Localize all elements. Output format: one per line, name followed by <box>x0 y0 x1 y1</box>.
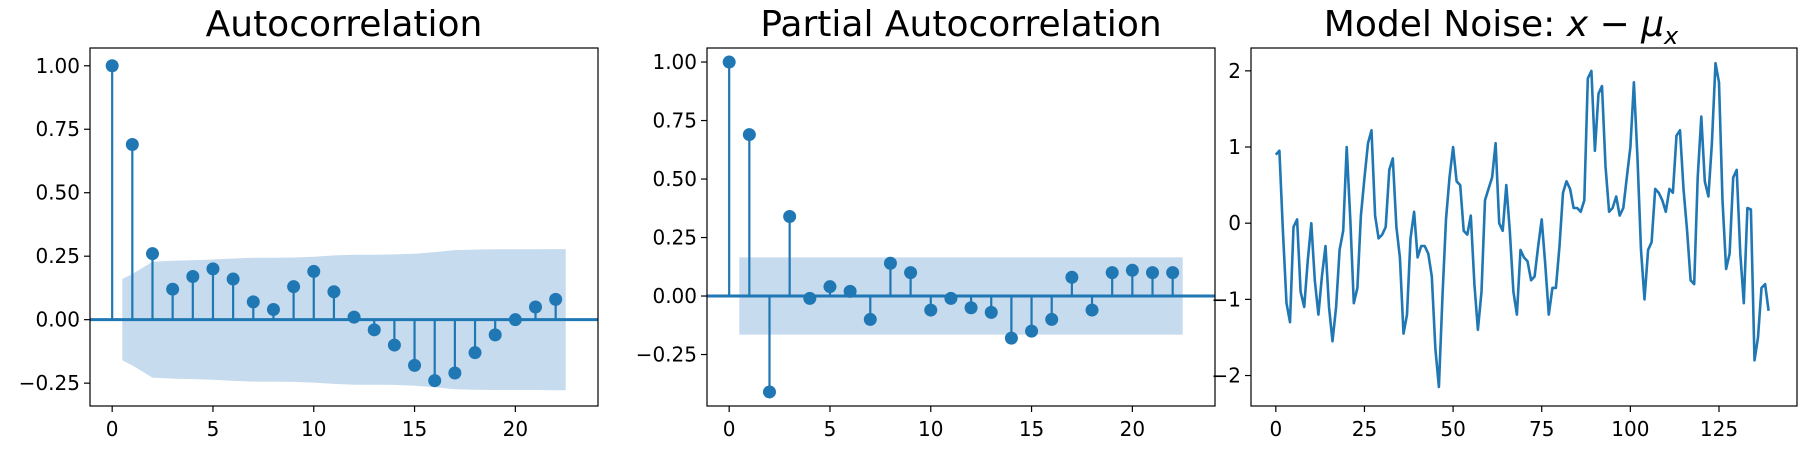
pacf-point-9 <box>904 266 918 280</box>
noise-xtick-label-125: 125 <box>1700 417 1738 441</box>
pacf-point-2 <box>762 385 776 399</box>
acf-point-20 <box>508 313 522 327</box>
pacf-xtick-label-10: 10 <box>918 417 943 441</box>
acf-title: Autocorrelation <box>206 4 483 45</box>
acf-point-5 <box>206 262 220 276</box>
pacf-point-10 <box>924 303 938 317</box>
pacf-plot: 0 5 10 15 20 1.00 0.75 0.50 0.25 0.00 −0.25 <box>636 47 1216 441</box>
noise-title-math-x: x <box>1566 4 1589 45</box>
acf-point-18 <box>468 346 482 360</box>
pacf-ytick-label-4: 0.00 <box>652 284 697 308</box>
pacf-point-6 <box>843 284 857 298</box>
acf-ytick-label-4: 0.00 <box>35 308 80 332</box>
acf-xtick-label-15: 15 <box>402 417 427 441</box>
noise-xtick-label-75: 75 <box>1529 417 1554 441</box>
pacf-xtick-label-0: 0 <box>723 417 736 441</box>
acf-panel: Autocorrelation 0 5 10 15 20 1.00 0.75 0.50 0.25… <box>19 4 599 441</box>
noise-plot: 0 25 50 75 100 125 2 1 0 −1 −2 <box>1212 47 1798 441</box>
pacf-point-5 <box>823 280 837 294</box>
pacf-ytick-label-2: 0.50 <box>652 167 697 191</box>
noise-title-math-subscript: x <box>1663 22 1679 50</box>
noise-xtick-label-100: 100 <box>1611 417 1649 441</box>
acf-point-2 <box>145 247 159 261</box>
pacf-point-17 <box>1065 270 1079 284</box>
noise-title: Model Noise: x − μx <box>1324 4 1679 50</box>
pacf-xtick-label-15: 15 <box>1019 417 1044 441</box>
noise-title-text: Model Noise: <box>1324 4 1567 45</box>
acf-point-3 <box>166 282 180 296</box>
acf-point-10 <box>307 264 321 278</box>
acf-ytick-label-0: 1.00 <box>35 54 80 78</box>
pacf-point-21 <box>1146 266 1160 280</box>
pacf-title: Partial Autocorrelation <box>760 4 1161 45</box>
pacf-ytick-label-0: 1.00 <box>652 50 697 74</box>
acf-point-9 <box>287 280 301 294</box>
pacf-point-18 <box>1085 303 1099 317</box>
acf-ytick-label-3: 0.25 <box>35 244 80 268</box>
pacf-point-15 <box>1025 324 1039 338</box>
noise-title-math-mu: μ <box>1640 4 1664 45</box>
acf-point-21 <box>529 300 543 314</box>
acf-ytick-label-2: 0.50 <box>35 181 80 205</box>
acf-point-6 <box>226 272 240 286</box>
pacf-point-11 <box>944 291 958 305</box>
acf-point-14 <box>387 338 401 352</box>
noise-ytick-label-1: 1 <box>1228 135 1241 159</box>
noise-ytick-label-4: −2 <box>1212 364 1241 388</box>
noise-series-line <box>1274 61 1770 389</box>
pacf-axes-frame <box>706 47 1216 407</box>
acf-point-16 <box>428 374 442 388</box>
noise-xtick-label-25: 25 <box>1352 417 1377 441</box>
noise-title-math-minus: − <box>1588 4 1641 45</box>
acf-point-19 <box>488 328 502 342</box>
pacf-point-0 <box>722 55 736 69</box>
pacf-point-13 <box>984 305 998 319</box>
acf-point-11 <box>327 285 341 299</box>
acf-point-12 <box>347 310 361 324</box>
acf-point-22 <box>549 292 563 306</box>
acf-point-15 <box>408 358 422 372</box>
pacf-point-1 <box>742 128 756 142</box>
acf-point-17 <box>448 366 462 380</box>
acf-axes-frame <box>89 47 599 407</box>
pacf-xtick-label-20: 20 <box>1120 417 1145 441</box>
noise-ytick-label-0: 2 <box>1228 59 1241 83</box>
pacf-ytick-label-5: −0.25 <box>636 343 697 367</box>
acf-ytick-label-1: 0.75 <box>35 117 80 141</box>
pacf-point-12 <box>964 301 978 315</box>
noise-ytick-label-2: 0 <box>1228 211 1241 235</box>
pacf-point-8 <box>883 256 897 270</box>
pacf-panel: Partial Autocorrelation 0 5 10 15 20 1.00 0.75… <box>636 4 1216 441</box>
pacf-xtick-label-5: 5 <box>824 417 837 441</box>
pacf-point-4 <box>803 291 817 305</box>
pacf-ytick-label-1: 0.75 <box>652 109 697 133</box>
acf-point-13 <box>367 323 381 337</box>
acf-ytick-label-5: −0.25 <box>19 371 80 395</box>
pacf-point-20 <box>1125 263 1139 277</box>
acf-plot: 0 5 10 15 20 1.00 0.75 0.50 0.25 0.00 −0.25 <box>19 47 599 441</box>
acf-xtick-label-10: 10 <box>301 417 326 441</box>
noise-ytick-label-3: −1 <box>1212 287 1241 311</box>
acf-point-1 <box>125 137 139 151</box>
pacf-ytick-label-3: 0.25 <box>652 226 697 250</box>
pacf-point-3 <box>783 209 797 223</box>
pacf-point-14 <box>1004 331 1018 345</box>
acf-point-4 <box>186 270 200 284</box>
acf-point-0 <box>105 59 119 73</box>
noise-xtick-label-0: 0 <box>1269 417 1282 441</box>
acf-xtick-label-20: 20 <box>503 417 528 441</box>
noise-axes-frame <box>1250 47 1798 407</box>
acf-xtick-label-0: 0 <box>106 417 119 441</box>
pacf-point-22 <box>1166 266 1180 280</box>
pacf-point-19 <box>1105 266 1119 280</box>
pacf-point-7 <box>863 312 877 326</box>
noise-xtick-label-50: 50 <box>1440 417 1465 441</box>
pacf-point-16 <box>1045 312 1059 326</box>
acf-xtick-label-5: 5 <box>207 417 220 441</box>
acf-point-7 <box>246 295 260 309</box>
acf-point-8 <box>266 303 280 317</box>
